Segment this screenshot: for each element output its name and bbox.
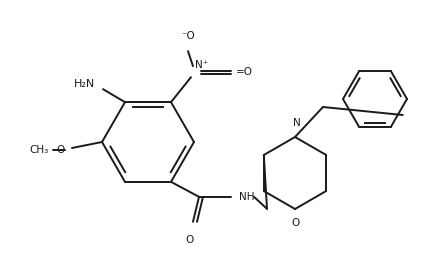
Text: O: O (291, 218, 299, 228)
Text: H₂N: H₂N (74, 79, 95, 89)
Text: N⁺: N⁺ (195, 60, 208, 70)
Text: N: N (293, 118, 301, 128)
Text: O: O (185, 235, 193, 245)
Text: ⁻O: ⁻O (181, 31, 195, 41)
Text: O: O (57, 145, 65, 155)
Text: NH: NH (239, 192, 254, 202)
Text: CH₃: CH₃ (30, 145, 49, 155)
Text: =O: =O (236, 67, 253, 77)
